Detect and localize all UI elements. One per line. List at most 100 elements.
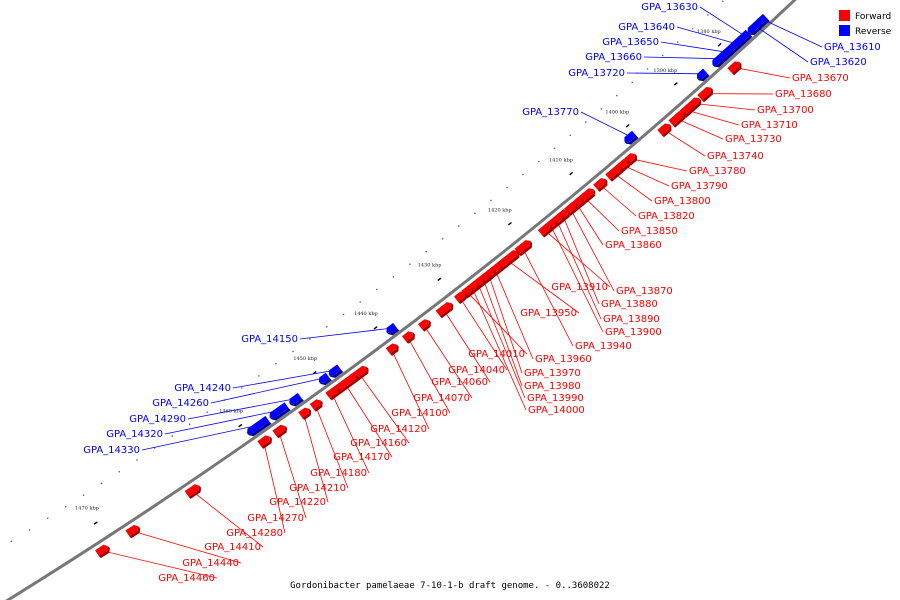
gene-glyph[interactable] <box>727 61 740 74</box>
gene-label[interactable]: GPA_13730 <box>725 134 782 145</box>
gene-label[interactable]: GPA_13950 <box>520 308 577 319</box>
gene-label[interactable]: GPA_13720 <box>568 68 625 79</box>
gene-label[interactable]: GPA_14070 <box>413 393 470 404</box>
gene-label[interactable]: GPA_13650 <box>602 37 659 48</box>
gene-label[interactable]: GPA_13970 <box>524 368 581 379</box>
gene-glyph[interactable] <box>125 525 139 537</box>
gene-label[interactable]: GPA_13980 <box>524 381 581 392</box>
gene-label[interactable]: GPA_14330 <box>83 445 140 456</box>
gene-label[interactable]: GPA_13820 <box>638 211 695 222</box>
gene-glyph[interactable] <box>668 111 684 126</box>
gene-label[interactable]: GPA_14240 <box>174 383 231 394</box>
gene-label[interactable]: GPA_14280 <box>226 528 283 539</box>
gene-glyph-shadow <box>673 111 686 128</box>
gene-glyph[interactable] <box>385 343 397 354</box>
gene-glyph-shadow <box>542 224 553 238</box>
gene-leader <box>331 392 370 474</box>
gene-glyph[interactable] <box>624 130 637 143</box>
gene-label[interactable]: GPA_13880 <box>601 299 658 310</box>
gene-label[interactable]: GPA_14260 <box>152 398 209 409</box>
gene-glyph[interactable] <box>712 52 726 66</box>
gene-glyph[interactable] <box>537 223 551 236</box>
gene-glyph[interactable] <box>328 364 342 376</box>
gene-label[interactable]: GPA_13800 <box>654 196 711 207</box>
gene-label[interactable]: GPA_14210 <box>289 483 346 494</box>
gene-glyph[interactable] <box>95 544 108 557</box>
gene-label[interactable]: GPA_14040 <box>448 365 505 376</box>
scale-label: 1420 kbp <box>488 207 512 213</box>
gene-glyph[interactable] <box>402 331 413 342</box>
track-dot <box>661 54 664 57</box>
genome-backbone <box>5 0 797 600</box>
gene-label[interactable]: GPA_13850 <box>621 226 678 237</box>
gene-glyph[interactable] <box>289 392 302 405</box>
gene-label[interactable]: GPA_13700 <box>757 105 814 116</box>
gene-glyph-shadow <box>386 328 400 336</box>
gene-glyph[interactable] <box>333 373 356 393</box>
gene-label[interactable]: GPA_13910 <box>551 282 608 293</box>
gene-label[interactable]: GPA_13790 <box>671 181 728 192</box>
gene-label[interactable]: GPA_14170 <box>333 452 390 463</box>
gene-label[interactable]: GPA_14180 <box>310 468 367 479</box>
gene-glyph[interactable] <box>318 372 330 384</box>
gene-label[interactable]: GPA_13670 <box>792 73 849 84</box>
gene-glyph[interactable] <box>495 250 518 270</box>
gene-label[interactable]: GPA_14160 <box>350 438 407 449</box>
gene-label[interactable]: GPA_13680 <box>775 89 832 100</box>
gene-glyph[interactable] <box>514 240 530 255</box>
gene-label[interactable]: GPA_13660 <box>585 52 642 63</box>
gene-label[interactable]: GPA_13620 <box>810 57 867 68</box>
gene-glyph[interactable] <box>247 415 270 435</box>
gene-label[interactable]: GPA_13770 <box>522 107 579 118</box>
gene-label[interactable]: GPA_13710 <box>741 120 798 131</box>
gene-label[interactable]: GPA_13990 <box>527 393 584 404</box>
gene-label[interactable]: GPA_14410 <box>204 542 261 553</box>
gene-label[interactable]: GPA_13780 <box>689 166 746 177</box>
gene-label[interactable]: GPA_14460 <box>158 573 215 584</box>
gene-glyph[interactable] <box>325 386 338 399</box>
track-dot <box>569 134 571 137</box>
gene-label[interactable]: GPA_14320 <box>106 429 163 440</box>
gene-label[interactable]: GPA_13740 <box>707 151 764 162</box>
gene-label[interactable]: GPA_13860 <box>605 240 662 251</box>
gene-label[interactable]: GPA_13630 <box>641 2 698 13</box>
gene-leader <box>303 412 329 503</box>
gene-label[interactable]: GPA_14290 <box>129 414 186 425</box>
gene-glyph[interactable] <box>184 484 200 497</box>
gene-label[interactable]: GPA_13890 <box>603 314 660 325</box>
gene-label[interactable]: GPA_13870 <box>616 286 673 297</box>
gene-label[interactable]: GPA_14120 <box>370 424 427 435</box>
gene-glyph[interactable] <box>435 302 452 317</box>
gene-label[interactable]: GPA_14000 <box>528 405 585 416</box>
gene-glyph[interactable] <box>272 424 286 437</box>
gene-leader <box>643 56 720 60</box>
gene-glyph[interactable] <box>257 435 270 447</box>
gene-glyph[interactable] <box>697 68 708 80</box>
gene-glyph[interactable] <box>605 165 621 180</box>
gene-label[interactable]: GPA_14010 <box>468 349 525 360</box>
gene-label[interactable]: GPA_14220 <box>269 497 326 508</box>
gene-glyph[interactable] <box>454 291 465 302</box>
gene-label[interactable]: GPA_13640 <box>618 22 675 33</box>
gene-label[interactable]: GPA_14440 <box>182 558 239 569</box>
gene-glyph[interactable] <box>309 399 321 410</box>
gene-label[interactable]: GPA_14270 <box>247 513 304 524</box>
gene-label[interactable]: GPA_13960 <box>535 354 592 365</box>
gene-glyph[interactable] <box>738 29 751 42</box>
gene-glyph[interactable] <box>747 18 763 34</box>
gene-glyph[interactable] <box>386 322 398 334</box>
gene-label[interactable]: GPA_13940 <box>575 341 632 352</box>
gene-label[interactable]: GPA_14060 <box>431 377 488 388</box>
gene-glyph[interactable] <box>697 87 711 101</box>
gene-label[interactable]: GPA_13900 <box>605 327 662 338</box>
gene-glyph[interactable] <box>269 402 289 419</box>
gene-label[interactable]: GPA_13610 <box>824 42 881 53</box>
gene-glyph[interactable] <box>657 123 670 136</box>
gene-glyph[interactable] <box>728 36 744 51</box>
gene-glyph[interactable] <box>418 319 429 330</box>
track-dot <box>677 41 679 43</box>
gene-glyph[interactable] <box>298 407 310 418</box>
gene-glyph[interactable] <box>593 178 606 190</box>
gene-label[interactable]: GPA_14150 <box>241 334 298 345</box>
gene-label[interactable]: GPA_14100 <box>391 408 448 419</box>
